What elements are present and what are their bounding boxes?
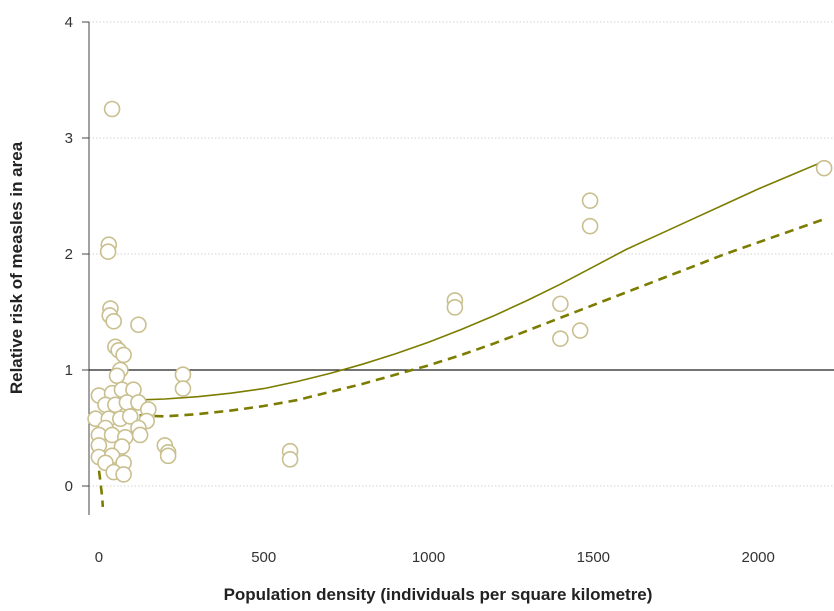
data-point [115,346,132,364]
y-axis-title: Relative risk of measles in area [7,141,26,394]
data-point [115,466,132,483]
data-point [571,322,589,339]
x-axis-title: Population density (individuals per squa… [224,585,653,604]
x-tick-label: 0 [95,549,103,566]
data-point [552,295,569,313]
gridlines [89,21,834,487]
y-tick-label: 4 [65,14,73,31]
data-point [131,426,149,444]
data-point [121,408,139,425]
x-tick-label: 1000 [412,549,445,566]
x-tick-label: 2000 [741,549,774,566]
data-point [130,316,147,334]
data-point [159,447,177,465]
fit-lines [95,160,825,507]
y-tick-label: 2 [65,246,73,263]
y-tick-label: 3 [65,130,73,147]
axes: 0 1 2 3 4 0 500 1000 1500 2000 [65,14,834,566]
data-point [815,159,833,177]
data-point [174,380,192,397]
data-point [446,299,464,316]
x-tick-label: 1500 [577,549,610,566]
fit-line-dashed [98,217,825,429]
data-point [552,330,569,347]
data-point [174,366,192,383]
y-tick-label: 1 [65,362,73,379]
data-point [103,100,121,118]
data-point [105,312,123,330]
data-point [581,217,599,235]
data-points [87,100,833,483]
data-point [281,451,299,468]
data-point [581,192,599,209]
fit-line-solid [98,160,825,402]
data-point [108,367,126,385]
fit-line-dashed-lower [95,455,105,507]
data-point [99,243,117,260]
y-tick-label: 0 [65,478,73,495]
x-tick-label: 500 [251,549,276,566]
